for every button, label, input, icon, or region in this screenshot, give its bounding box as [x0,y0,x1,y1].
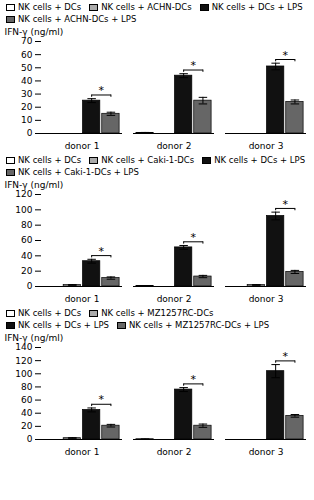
html-text:NK cells + Caki-1-DCs: NK cells + Caki-1-DCs [101,155,195,165]
svg-text:donor 2: donor 2 [157,447,192,457]
html-text:NK cells + DCs + LPS: NK cells + DCs + LPS [18,320,109,330]
svg-text:*: * [99,84,105,97]
svg-text:80: 80 [21,382,33,392]
svg-text:10: 10 [21,115,33,125]
html-text:NK cells + DCs: NK cells + DCs [18,155,82,165]
html-text:NK cells + Caki-1-DCs + LPS: NK cells + Caki-1-DCs + LPS [18,167,139,177]
svg-text:*: * [191,231,197,244]
html-text:NK cells + DCs + LPS: NK cells + DCs + LPS [211,2,303,12]
svg-text:60: 60 [21,395,33,405]
svg-text:*: * [99,245,105,258]
svg-text:donor 2: donor 2 [157,294,192,304]
svg-text:80: 80 [21,220,33,230]
svg-text:IFN-γ (ng/ml): IFN-γ (ng/ml) [5,333,64,343]
html-text:NK cells + ACHN-DCs: NK cells + ACHN-DCs [101,2,192,12]
svg-text:60: 60 [21,50,33,60]
html-text:NK cells + ACHN-DCs + LPS: NK cells + ACHN-DCs + LPS [18,14,137,24]
svg-text:60: 60 [21,235,33,245]
svg-text:20: 20 [21,266,33,276]
html-text:NK cells + MZ1257RC-DCs: NK cells + MZ1257RC-DCs [101,308,214,318]
svg-text:*: * [283,49,289,62]
svg-text:*: * [191,373,197,386]
svg-text:donor 1: donor 1 [65,141,100,151]
html-text:NK cells + DCs: NK cells + DCs [18,308,82,318]
svg-text:20: 20 [21,421,33,431]
svg-text:*: * [191,59,197,72]
html-text:NK cells + MZ1257RC-DCs + LPS: NK cells + MZ1257RC-DCs + LPS [128,320,270,330]
svg-text:40: 40 [21,251,33,261]
svg-text:140: 140 [15,342,32,352]
svg-text:120: 120 [15,356,32,366]
svg-text:IFN-γ (ng/ml): IFN-γ (ng/ml) [5,27,64,37]
svg-text:donor 2: donor 2 [157,141,192,151]
svg-text:donor 3: donor 3 [249,141,284,151]
svg-text:50: 50 [21,63,33,73]
svg-text:*: * [99,393,105,406]
html-text:NK cells + DCs: NK cells + DCs [18,2,82,12]
html-text:NK cells + DCs + LPS: NK cells + DCs + LPS [214,155,306,165]
svg-text:donor 1: donor 1 [65,447,100,457]
svg-text:40: 40 [21,408,33,418]
svg-text:20: 20 [21,102,33,112]
svg-text:120: 120 [15,189,32,199]
svg-text:30: 30 [21,89,33,99]
svg-text:40: 40 [21,76,33,86]
svg-text:100: 100 [15,205,32,215]
svg-text:donor 3: donor 3 [249,447,284,457]
svg-text:donor 1: donor 1 [65,294,100,304]
svg-text:0: 0 [27,281,33,291]
svg-text:*: * [283,350,289,363]
svg-text:0: 0 [27,434,33,444]
svg-text:IFN-γ (ng/ml): IFN-γ (ng/ml) [5,180,64,190]
svg-text:70: 70 [21,36,33,46]
svg-text:0: 0 [27,128,33,138]
svg-text:donor 3: donor 3 [249,294,284,304]
svg-text:100: 100 [15,369,32,379]
svg-text:*: * [283,198,289,211]
